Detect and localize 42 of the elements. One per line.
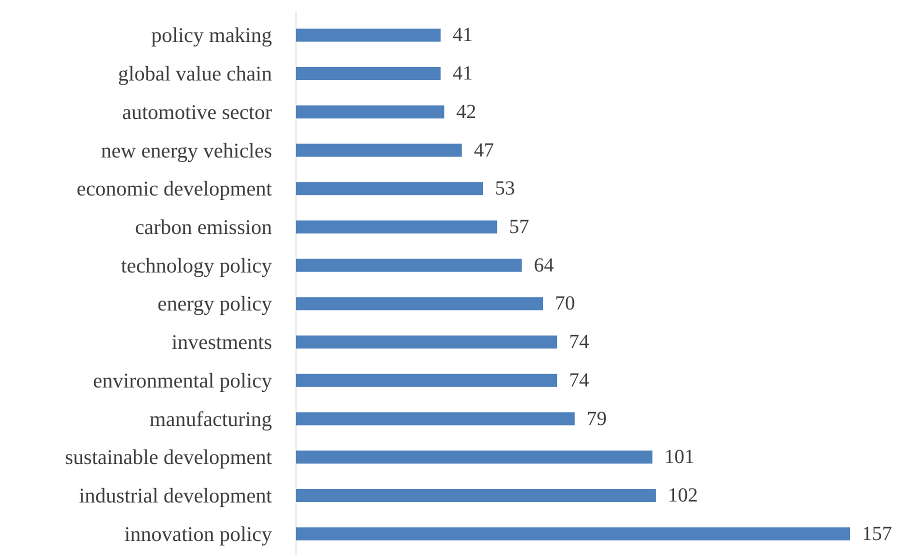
- data-label: 157: [862, 522, 892, 545]
- data-label: 102: [668, 484, 698, 506]
- y-tick-label: global value chain: [118, 62, 272, 86]
- data-label: 79: [586, 408, 607, 430]
- y-tick-label: economic development: [76, 176, 272, 201]
- y-tick-label: innovation policy: [124, 522, 272, 546]
- data-label: 57: [509, 216, 530, 238]
- y-tick-label: carbon emission: [134, 214, 272, 239]
- bar: [296, 412, 575, 426]
- y-tick-label: automotive sector: [122, 100, 272, 124]
- bar: [296, 144, 462, 157]
- bar: [296, 28, 441, 42]
- data-label: 70: [555, 292, 576, 315]
- y-tick-label: new energy vehicles: [100, 138, 272, 162]
- y-tick-label: environmental policy: [92, 368, 272, 392]
- bar: [296, 336, 558, 349]
- bar: [296, 488, 656, 502]
- bar: [296, 527, 850, 540]
- bar: [296, 182, 484, 196]
- bar: [296, 258, 522, 272]
- bar: [296, 450, 652, 464]
- bar: [296, 67, 441, 80]
- bar: [296, 297, 544, 310]
- data-label: 41: [452, 24, 473, 46]
- data-label: 41: [452, 62, 473, 85]
- y-tick-label: sustainable development: [64, 445, 272, 470]
- data-label: 64: [534, 254, 554, 276]
- y-tick-label: investments: [172, 330, 272, 354]
- y-tick-label: technology policy: [120, 253, 272, 278]
- data-label: 74: [569, 369, 590, 392]
- bar: [296, 105, 444, 118]
- data-label: 101: [664, 446, 694, 468]
- data-label: 74: [569, 331, 590, 354]
- bar: [296, 220, 498, 234]
- y-tick-label: industrial development: [78, 483, 272, 508]
- data-label: 53: [495, 178, 516, 200]
- y-tick-label: policy making: [151, 23, 272, 48]
- data-label: 47: [474, 139, 494, 162]
- y-tick-label: manufacturing: [150, 406, 272, 431]
- data-label: 42: [456, 100, 476, 123]
- y-tick-label: energy policy: [158, 292, 272, 316]
- bar: [296, 374, 558, 387]
